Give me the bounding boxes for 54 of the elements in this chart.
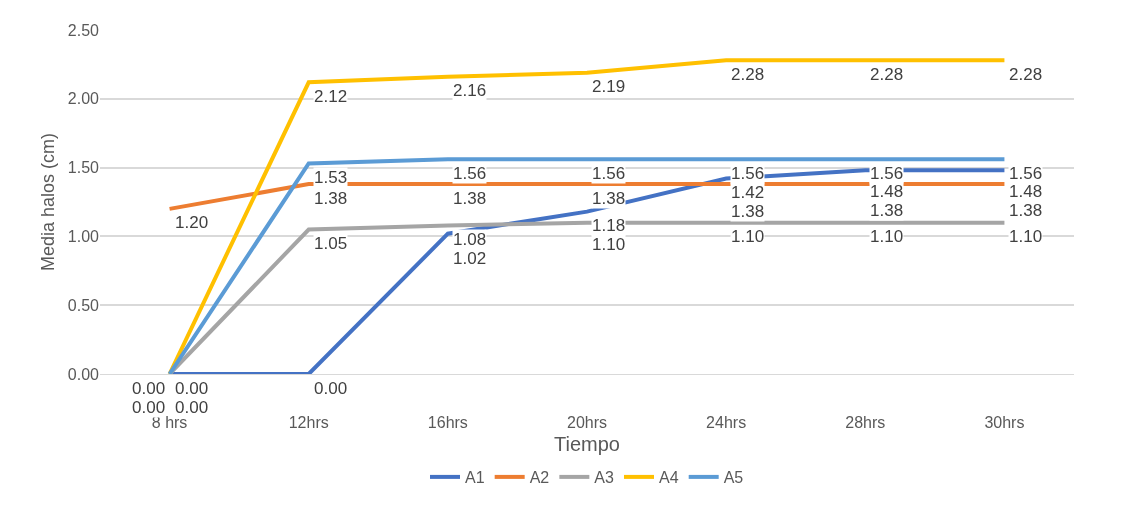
data-label: 1.53 <box>314 168 348 187</box>
y-axis-title: Media halos (cm) <box>38 132 58 272</box>
data-label: 1.18 <box>592 216 626 235</box>
x-tick-label: 30hrs <box>984 414 1025 432</box>
data-label: 1.10 <box>731 227 765 246</box>
data-label: 1.56 <box>1009 164 1043 183</box>
data-label: 1.38 <box>870 201 904 220</box>
data-label: 1.02 <box>453 249 487 268</box>
data-label: 2.19 <box>592 77 626 96</box>
data-label: 1.10 <box>592 235 626 254</box>
data-label: 1.56 <box>453 164 487 183</box>
legend-label: A1 <box>465 469 485 487</box>
data-label: 1.48 <box>1009 182 1043 201</box>
y-tick-label: 1.50 <box>67 159 100 177</box>
legend-label: A2 <box>529 469 550 487</box>
data-label: 1.10 <box>870 227 904 246</box>
data-label: 2.16 <box>453 81 487 100</box>
data-label: 1.38 <box>731 202 765 221</box>
data-label: 1.48 <box>870 182 904 201</box>
data-label: 1.38 <box>453 189 487 208</box>
data-label: 1.56 <box>592 164 626 183</box>
legend-label: A5 <box>723 469 744 487</box>
legend-label: A3 <box>594 469 615 487</box>
data-label: 2.28 <box>1009 65 1043 84</box>
x-tick-label: 20hrs <box>566 414 608 432</box>
data-label: 1.38 <box>314 189 348 208</box>
data-label: 0.00 <box>175 379 209 398</box>
data-label: 1.08 <box>453 230 487 249</box>
data-label: 2.28 <box>731 65 765 84</box>
y-tick-label: 1.00 <box>67 228 100 245</box>
data-label: 2.12 <box>314 87 348 106</box>
x-tick-label: 16hrs <box>427 414 468 432</box>
data-label: 2.28 <box>870 65 904 84</box>
data-label: 1.56 <box>870 164 904 183</box>
y-tick-label: 2.00 <box>67 90 100 108</box>
data-label: 1.38 <box>1009 201 1043 220</box>
legend-label: A4 <box>659 469 679 487</box>
data-label: 1.56 <box>731 164 765 183</box>
x-tick-label: 12hrs <box>288 414 329 432</box>
data-label: 0.00 <box>132 398 166 417</box>
data-label: 1.10 <box>1009 227 1043 246</box>
x-axis-title: Tiempo <box>554 433 620 456</box>
x-tick-label: 24hrs <box>706 414 747 432</box>
data-label: 0.00 <box>175 398 209 417</box>
data-label: 1.20 <box>175 213 209 232</box>
x-tick-label: 28hrs <box>845 414 886 432</box>
data-label: 0.00 <box>132 379 166 398</box>
data-label: 1.05 <box>314 234 348 253</box>
data-label: 1.38 <box>592 189 626 208</box>
data-label: 1.42 <box>731 183 765 202</box>
y-tick-label: 2.50 <box>67 21 100 39</box>
y-tick-label: 0.00 <box>67 365 100 383</box>
y-tick-label: 0.50 <box>67 296 100 314</box>
data-label: 0.00 <box>314 379 348 398</box>
